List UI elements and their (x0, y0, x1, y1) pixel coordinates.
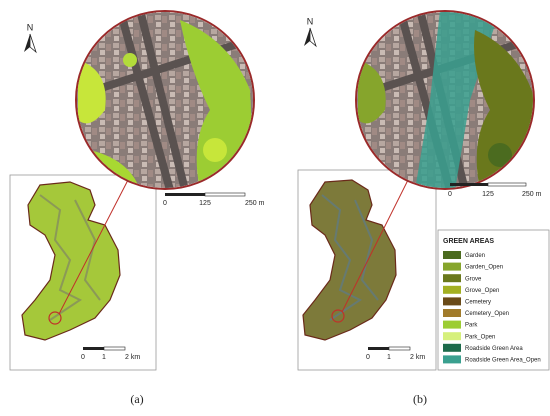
legend-swatch (443, 297, 461, 306)
scale-label: 0 (163, 200, 167, 207)
north-label: N (27, 22, 34, 32)
zoom-scale-bar: 0 125 250 m (163, 192, 265, 207)
zoom-scale-bar: 0 125 250 m (448, 182, 542, 198)
legend-swatch (443, 332, 461, 341)
legend-label: Roadside Green Area_Open (465, 357, 541, 363)
scale-label: 2 km (410, 354, 425, 361)
legend-label: Grove_Open (465, 288, 499, 294)
legend-label: Park (465, 323, 478, 329)
scale-label: 0 (81, 354, 85, 361)
north-label: N (307, 16, 314, 26)
legend-swatch (443, 320, 461, 329)
scale-label: 125 (199, 200, 211, 207)
caption: (a) (130, 392, 143, 406)
legend-title: GREEN AREAS (443, 238, 494, 245)
legend: GREEN AREAS Garden Garden_Open Grove Grove_… (437, 229, 550, 371)
legend-label: Cemetery_Open (465, 311, 509, 317)
legend-swatch (443, 285, 461, 294)
scale-label: 250 m (245, 200, 265, 207)
legend-swatch (443, 309, 461, 317)
legend-label: Park_Open (465, 334, 495, 340)
map-scale-bar: 0 1 2 km (81, 346, 140, 361)
legend-label: Garden (465, 253, 485, 259)
legend-swatch (443, 355, 461, 364)
scale-label: 2 km (125, 354, 140, 361)
map-scale-bar: 0 1 2 km (366, 346, 425, 361)
scale-label: 0 (448, 191, 452, 198)
legend-swatch (443, 262, 461, 271)
district-map (21, 181, 121, 341)
caption: (b) (413, 392, 427, 406)
panel-b: N 0 125 250 m 0 1 2 km (297, 10, 550, 406)
legend-label: Cemetery (465, 299, 491, 305)
scale-label: 1 (387, 354, 391, 361)
legend-swatch (443, 343, 461, 352)
legend-swatch (443, 274, 461, 283)
legend-swatch (443, 251, 461, 259)
scale-label: 1 (102, 354, 106, 361)
legend-label: Garden_Open (465, 265, 503, 271)
scale-label: 125 (482, 191, 494, 198)
scale-label: 0 (366, 354, 370, 361)
legend-label: Roadside Green Area (465, 346, 523, 352)
legend-label: Grove (465, 276, 482, 282)
north-arrow: N (24, 22, 37, 54)
panel-a: N 0 125 250 m 0 1 2 km (a (9, 10, 265, 406)
north-arrow: N (304, 16, 317, 48)
scale-label: 250 m (522, 191, 542, 198)
